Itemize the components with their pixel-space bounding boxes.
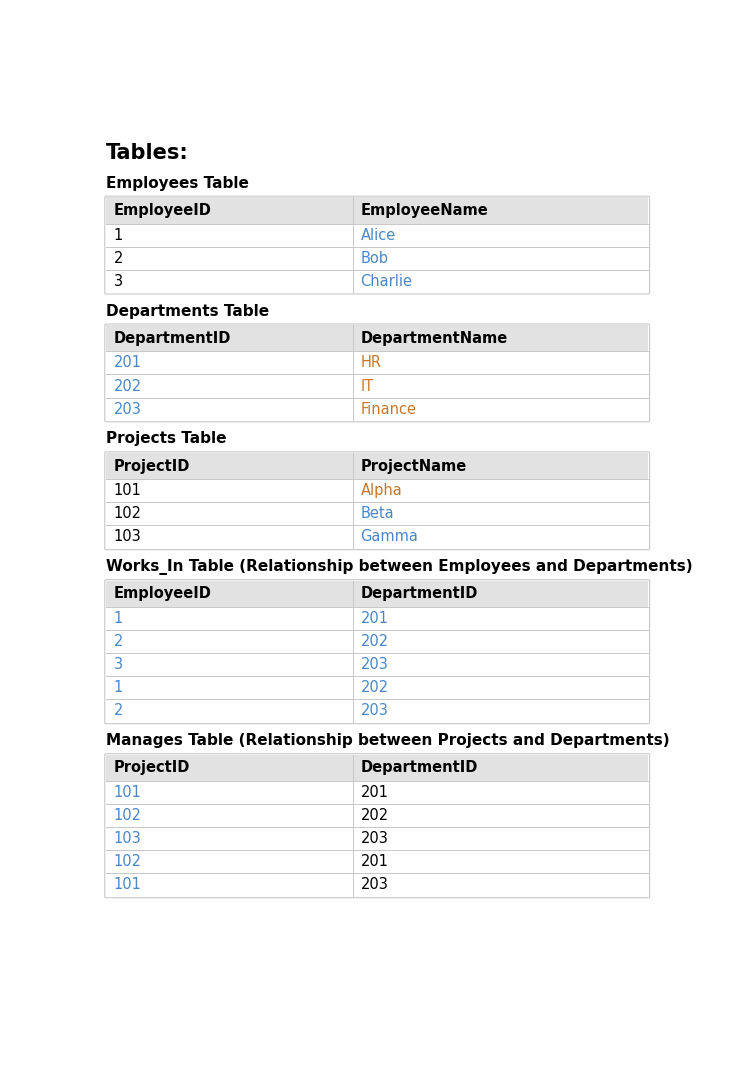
- Text: Projects Table: Projects Table: [106, 431, 227, 446]
- Text: Charlie: Charlie: [361, 274, 413, 288]
- FancyBboxPatch shape: [105, 451, 650, 550]
- Text: Employees Table: Employees Table: [106, 176, 249, 191]
- Text: 102: 102: [113, 507, 142, 522]
- Text: 101: 101: [113, 877, 141, 892]
- Text: 1: 1: [113, 228, 123, 243]
- Text: 201: 201: [113, 355, 142, 370]
- Text: Gamma: Gamma: [361, 529, 418, 544]
- Text: DepartmentName: DepartmentName: [361, 330, 508, 346]
- Text: EmployeeID: EmployeeID: [113, 203, 211, 218]
- Text: ProjectID: ProjectID: [113, 760, 190, 775]
- Text: Bob: Bob: [361, 251, 389, 266]
- Text: ProjectName: ProjectName: [361, 459, 467, 474]
- Bar: [106, 581, 648, 607]
- Text: Departments Table: Departments Table: [106, 303, 269, 319]
- Text: DepartmentID: DepartmentID: [113, 330, 231, 346]
- Text: 203: 203: [361, 703, 389, 718]
- Text: 2: 2: [113, 634, 123, 649]
- Text: 201: 201: [361, 854, 389, 869]
- Text: 101: 101: [113, 483, 141, 498]
- Bar: [106, 325, 648, 351]
- Text: 3: 3: [113, 274, 123, 288]
- Text: 1: 1: [113, 611, 123, 626]
- Text: 203: 203: [113, 402, 141, 417]
- Text: Works_In Table (Relationship between Employees and Departments): Works_In Table (Relationship between Emp…: [106, 559, 693, 576]
- Text: 2: 2: [113, 251, 123, 266]
- Text: 101: 101: [113, 785, 141, 800]
- FancyBboxPatch shape: [105, 580, 650, 724]
- Text: 203: 203: [361, 658, 389, 672]
- Text: Beta: Beta: [361, 507, 394, 522]
- Text: 102: 102: [113, 808, 142, 823]
- FancyBboxPatch shape: [105, 197, 650, 294]
- Text: EmployeeName: EmployeeName: [361, 203, 488, 218]
- FancyBboxPatch shape: [105, 754, 650, 897]
- Text: Alice: Alice: [361, 228, 396, 243]
- Text: 202: 202: [113, 378, 142, 393]
- Text: 203: 203: [361, 832, 389, 847]
- Text: EmployeeID: EmployeeID: [113, 586, 211, 602]
- Text: DepartmentID: DepartmentID: [361, 586, 478, 602]
- Text: 201: 201: [361, 611, 389, 626]
- Text: 2: 2: [113, 703, 123, 718]
- Text: Tables:: Tables:: [106, 144, 188, 163]
- Text: Alpha: Alpha: [361, 483, 403, 498]
- FancyBboxPatch shape: [105, 324, 650, 422]
- Bar: [106, 755, 648, 781]
- Text: 1: 1: [113, 680, 123, 696]
- Text: Manages Table (Relationship between Projects and Departments): Manages Table (Relationship between Proj…: [106, 733, 670, 748]
- Text: Finance: Finance: [361, 402, 417, 417]
- Text: DepartmentID: DepartmentID: [361, 760, 478, 775]
- Text: 203: 203: [361, 877, 389, 892]
- Text: 202: 202: [361, 808, 389, 823]
- Text: 102: 102: [113, 854, 142, 869]
- Text: 103: 103: [113, 529, 141, 544]
- Bar: [106, 198, 648, 224]
- Text: ProjectID: ProjectID: [113, 459, 190, 474]
- Text: HR: HR: [361, 355, 381, 370]
- Text: 202: 202: [361, 634, 389, 649]
- Bar: [106, 453, 648, 480]
- Text: 103: 103: [113, 832, 141, 847]
- Text: IT: IT: [361, 378, 374, 393]
- Text: 202: 202: [361, 680, 389, 696]
- Text: 3: 3: [113, 658, 123, 672]
- Text: 201: 201: [361, 785, 389, 800]
